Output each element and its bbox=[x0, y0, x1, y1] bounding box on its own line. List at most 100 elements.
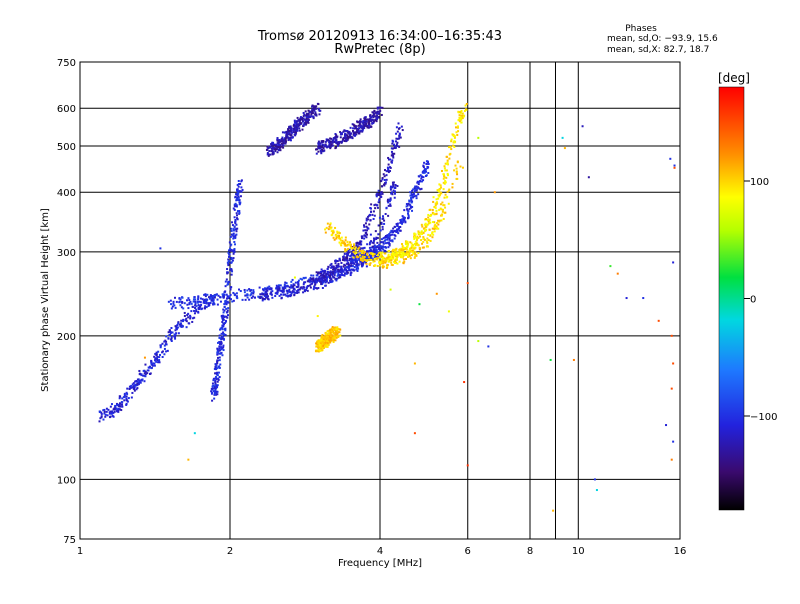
data-point bbox=[346, 250, 349, 253]
data-point bbox=[173, 296, 176, 299]
data-point bbox=[245, 294, 248, 297]
data-point bbox=[377, 201, 380, 204]
data-point bbox=[232, 233, 235, 236]
data-point bbox=[218, 345, 221, 348]
data-point bbox=[171, 305, 174, 308]
data-point bbox=[268, 285, 271, 288]
data-point bbox=[389, 231, 392, 234]
data-point bbox=[375, 255, 378, 258]
data-point bbox=[244, 298, 247, 301]
data-point bbox=[370, 246, 373, 249]
data-point bbox=[326, 272, 329, 275]
data-point bbox=[324, 143, 327, 146]
data-point bbox=[311, 105, 314, 108]
data-point bbox=[226, 271, 229, 274]
data-point bbox=[373, 109, 376, 112]
data-point bbox=[210, 390, 213, 393]
data-point bbox=[368, 246, 371, 249]
data-point bbox=[317, 103, 320, 106]
data-point bbox=[272, 147, 275, 150]
data-point bbox=[405, 257, 408, 260]
data-point bbox=[187, 297, 190, 300]
data-point bbox=[409, 241, 412, 244]
data-point bbox=[332, 266, 335, 269]
data-point bbox=[390, 147, 393, 150]
data-point bbox=[366, 118, 369, 121]
data-point bbox=[289, 129, 292, 132]
data-point bbox=[417, 180, 420, 183]
data-point bbox=[213, 391, 216, 394]
data-point bbox=[218, 336, 221, 339]
data-point bbox=[451, 182, 454, 185]
data-point bbox=[276, 288, 279, 291]
data-point bbox=[134, 380, 137, 383]
data-point bbox=[292, 129, 295, 132]
data-point bbox=[183, 302, 186, 305]
data-point bbox=[320, 338, 323, 341]
data-point bbox=[327, 338, 330, 341]
data-point bbox=[344, 267, 347, 270]
data-point bbox=[327, 274, 330, 277]
data-point bbox=[207, 302, 210, 305]
data-point bbox=[380, 241, 383, 244]
data-point bbox=[262, 288, 265, 291]
data-point bbox=[215, 368, 218, 371]
data-point bbox=[360, 253, 363, 256]
data-point bbox=[227, 251, 230, 254]
data-point bbox=[397, 122, 400, 125]
data-point bbox=[327, 332, 330, 335]
data-point bbox=[361, 252, 364, 255]
data-point bbox=[374, 245, 377, 248]
data-point bbox=[377, 116, 380, 119]
data-point bbox=[353, 266, 356, 269]
data-point bbox=[378, 260, 381, 263]
x-tick-label: 1 bbox=[77, 546, 83, 557]
data-point bbox=[419, 188, 422, 191]
data-point bbox=[365, 217, 368, 220]
data-point bbox=[360, 125, 363, 128]
data-point bbox=[343, 252, 346, 255]
data-point bbox=[318, 344, 321, 347]
data-point bbox=[367, 250, 370, 253]
data-point bbox=[374, 250, 377, 253]
data-point bbox=[188, 299, 191, 302]
data-point bbox=[297, 283, 300, 286]
data-point bbox=[325, 273, 328, 276]
data-point bbox=[208, 304, 211, 307]
data-point bbox=[444, 193, 447, 196]
data-point bbox=[178, 297, 181, 300]
data-point bbox=[314, 111, 317, 114]
data-point bbox=[371, 122, 374, 125]
data-point bbox=[435, 201, 438, 204]
data-point bbox=[186, 314, 189, 317]
data-point bbox=[310, 274, 313, 277]
data-point bbox=[331, 266, 334, 269]
data-point bbox=[258, 286, 261, 289]
data-point bbox=[415, 243, 418, 246]
data-point bbox=[670, 334, 673, 337]
data-point bbox=[418, 246, 421, 249]
data-point bbox=[446, 174, 449, 177]
data-point bbox=[461, 112, 464, 115]
data-point bbox=[375, 236, 378, 239]
data-point bbox=[271, 296, 274, 299]
data-point bbox=[325, 274, 328, 277]
data-point bbox=[229, 268, 232, 271]
data-point bbox=[394, 262, 397, 265]
data-point bbox=[357, 242, 360, 245]
data-point bbox=[177, 321, 180, 324]
chart-subtitle: RwPretec (8p) bbox=[334, 42, 425, 57]
data-point bbox=[232, 207, 235, 210]
data-point bbox=[115, 407, 118, 410]
data-point bbox=[230, 258, 233, 261]
data-point bbox=[320, 152, 323, 155]
data-point bbox=[324, 270, 327, 273]
data-point bbox=[284, 137, 287, 140]
data-point bbox=[345, 140, 348, 143]
data-point bbox=[373, 250, 376, 253]
data-point bbox=[271, 290, 274, 293]
data-point bbox=[398, 260, 401, 263]
data-point bbox=[387, 163, 390, 166]
data-point bbox=[289, 130, 292, 133]
